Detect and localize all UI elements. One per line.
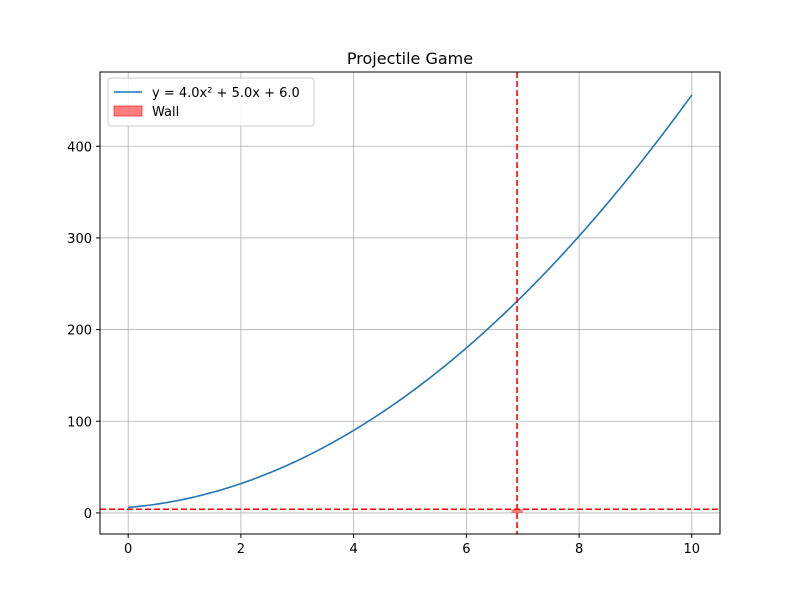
- x-tick-label: 6: [462, 542, 470, 557]
- legend: y = 4.0x² + 5.0x + 6.0 Wall: [107, 77, 315, 127]
- y-tick-label: 300: [67, 232, 92, 247]
- axes-frame: [99, 71, 721, 535]
- legend-label-series: y = 4.0x² + 5.0x + 6.0: [152, 86, 300, 101]
- y-tick-label: 200: [67, 324, 92, 339]
- x-tick-label: 8: [575, 542, 583, 557]
- chart-title: Projectile Game: [347, 49, 473, 68]
- legend-label-wall: Wall: [152, 105, 179, 120]
- series-line: [128, 94, 693, 509]
- x-tick-label: 2: [237, 542, 245, 557]
- x-tick-label: 10: [684, 542, 701, 557]
- x-tick-label: 4: [349, 542, 357, 557]
- y-tick-label: 0: [84, 507, 92, 522]
- wall-rect: [511, 509, 523, 513]
- plot-content: [100, 72, 720, 534]
- x-tick-label: 0: [124, 542, 132, 557]
- y-tick-label: 400: [67, 140, 92, 155]
- y-tick-label: 100: [67, 415, 92, 430]
- legend-wall-swatch: [113, 105, 143, 117]
- legend-box: [107, 77, 315, 127]
